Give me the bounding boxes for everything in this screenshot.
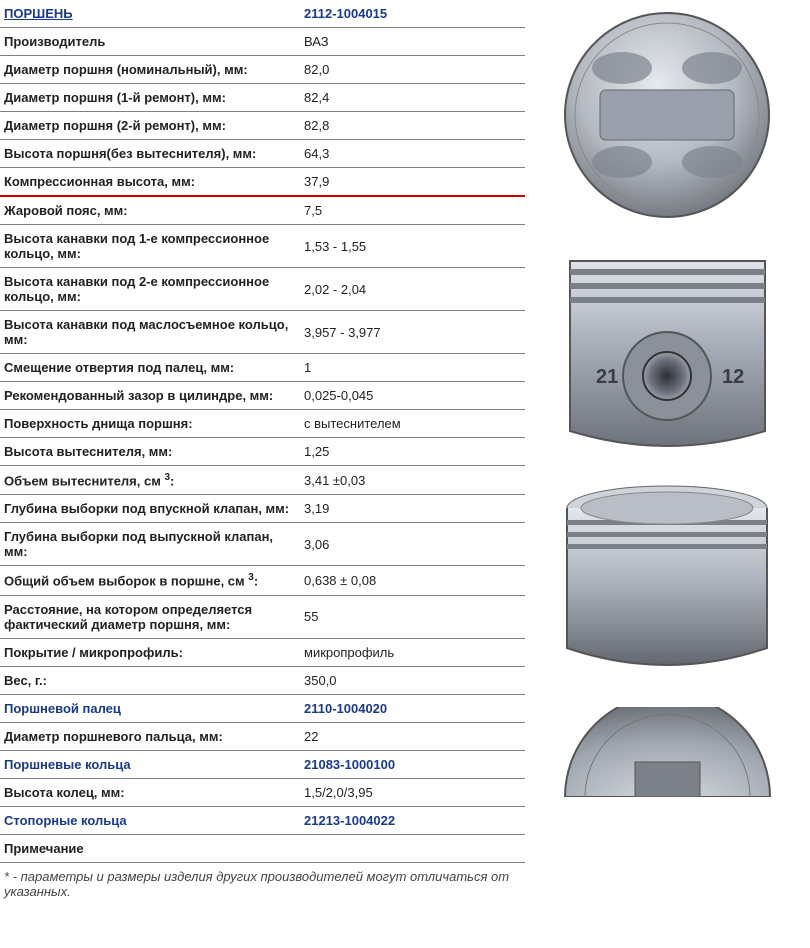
spec-label: Диаметр поршня (номинальный), мм: — [0, 56, 300, 84]
piston-side-pin-view: 21 12 — [550, 241, 785, 456]
spec-label: Диаметр поршневого пальца, мм: — [0, 722, 300, 750]
piston-marking-left: 21 — [596, 366, 618, 388]
spec-value-link[interactable]: 2110-1004020 — [304, 701, 387, 716]
spec-label: Высота канавки под 2-е компрессионное ко… — [0, 268, 300, 311]
spec-label: Общий объем выборок в поршне, см 3: — [0, 566, 300, 595]
spec-label: Глубина выборки под впускной клапан, мм: — [0, 495, 300, 523]
spec-value: 82,0 — [300, 56, 525, 84]
spec-value: 21213-1004022 — [300, 806, 525, 834]
spec-label: Покрытие / микропрофиль: — [0, 638, 300, 666]
spec-label: Смещение отвертия под палец, мм: — [0, 354, 300, 382]
spec-label-link[interactable]: Поршневые кольца — [4, 757, 131, 772]
piston-top-view — [550, 8, 785, 223]
spec-label: Объем вытеснителя, см 3: — [0, 466, 300, 495]
piston-title-link[interactable]: ПОРШЕНЬ — [4, 6, 73, 21]
spec-label: Компрессионная высота, мм: — [0, 168, 300, 197]
spec-label: Диаметр поршня (1-й ремонт), мм: — [0, 84, 300, 112]
spec-value: 2,02 - 2,04 — [300, 268, 525, 311]
spec-value — [300, 834, 525, 862]
spec-value: 37,9 — [300, 168, 525, 197]
spec-value: 3,19 — [300, 495, 525, 523]
piston-skirt-view — [550, 474, 785, 689]
spec-value: 82,4 — [300, 84, 525, 112]
spec-value: 0,638 ± 0,08 — [300, 566, 525, 595]
spec-value: 2110-1004020 — [300, 694, 525, 722]
spec-value: 1,5/2,0/3,95 — [300, 778, 525, 806]
spec-label: Диаметр поршня (2-й ремонт), мм: — [0, 112, 300, 140]
spec-header-value: 2112-1004015 — [300, 0, 525, 28]
spec-value-link[interactable]: 21083-1000100 — [304, 757, 395, 772]
spec-value: 1,25 — [300, 438, 525, 466]
spec-value: 350,0 — [300, 666, 525, 694]
spec-value: 0,025-0,045 — [300, 382, 525, 410]
spec-value: 82,8 — [300, 112, 525, 140]
spec-label: Жаровой пояс, мм: — [0, 196, 300, 225]
spec-table: ПОРШЕНЬ2112-1004015ПроизводительВАЗДиаме… — [0, 0, 525, 905]
piston-marking-right: 12 — [722, 366, 744, 388]
spec-label: Высота вытеснителя, мм: — [0, 438, 300, 466]
spec-label-link[interactable]: Поршневой палец — [4, 701, 121, 716]
spec-label: Поверхность днища поршня: — [0, 410, 300, 438]
spec-value: 1 — [300, 354, 525, 382]
spec-value: ВАЗ — [300, 28, 525, 56]
spec-label: Примечание — [0, 834, 300, 862]
spec-label: Поршневой палец — [0, 694, 300, 722]
spec-label: Высота поршня(без вытеснителя), мм: — [0, 140, 300, 168]
spec-label: Производитель — [0, 28, 300, 56]
spec-label: Глубина выборки под выпускной клапан, мм… — [0, 523, 300, 566]
spec-value: 7,5 — [300, 196, 525, 225]
spec-label: Высота канавки под маслосъемное кольцо, … — [0, 311, 300, 354]
spec-label: Расстояние, на котором определяется факт… — [0, 595, 300, 638]
spec-value: 3,41 ±0,03 — [300, 466, 525, 495]
spec-value: микропрофиль — [300, 638, 525, 666]
spec-value: 3,06 — [300, 523, 525, 566]
piston-images-column: 21 12 — [525, 0, 810, 905]
piston-partnum-link[interactable]: 2112-1004015 — [304, 6, 387, 21]
spec-label-link[interactable]: Стопорные кольца — [4, 813, 127, 828]
spec-value: 1,53 - 1,55 — [300, 225, 525, 268]
spec-value: 3,957 - 3,977 — [300, 311, 525, 354]
spec-footnote: * - параметры и размеры изделия других п… — [0, 862, 525, 905]
spec-label: Высота колец, мм: — [0, 778, 300, 806]
spec-label: Вес, г.: — [0, 666, 300, 694]
spec-label: Высота канавки под 1-е компрессионное ко… — [0, 225, 300, 268]
spec-label: Стопорные кольца — [0, 806, 300, 834]
spec-header-label: ПОРШЕНЬ — [0, 0, 300, 28]
piston-bottom-view — [550, 707, 785, 797]
spec-value-link[interactable]: 21213-1004022 — [304, 813, 395, 828]
spec-value: с вытеснителем — [300, 410, 525, 438]
spec-value: 64,3 — [300, 140, 525, 168]
spec-value: 21083-1000100 — [300, 750, 525, 778]
spec-label: Поршневые кольца — [0, 750, 300, 778]
spec-label: Рекомендованный зазор в цилиндре, мм: — [0, 382, 300, 410]
spec-value: 55 — [300, 595, 525, 638]
spec-value: 22 — [300, 722, 525, 750]
